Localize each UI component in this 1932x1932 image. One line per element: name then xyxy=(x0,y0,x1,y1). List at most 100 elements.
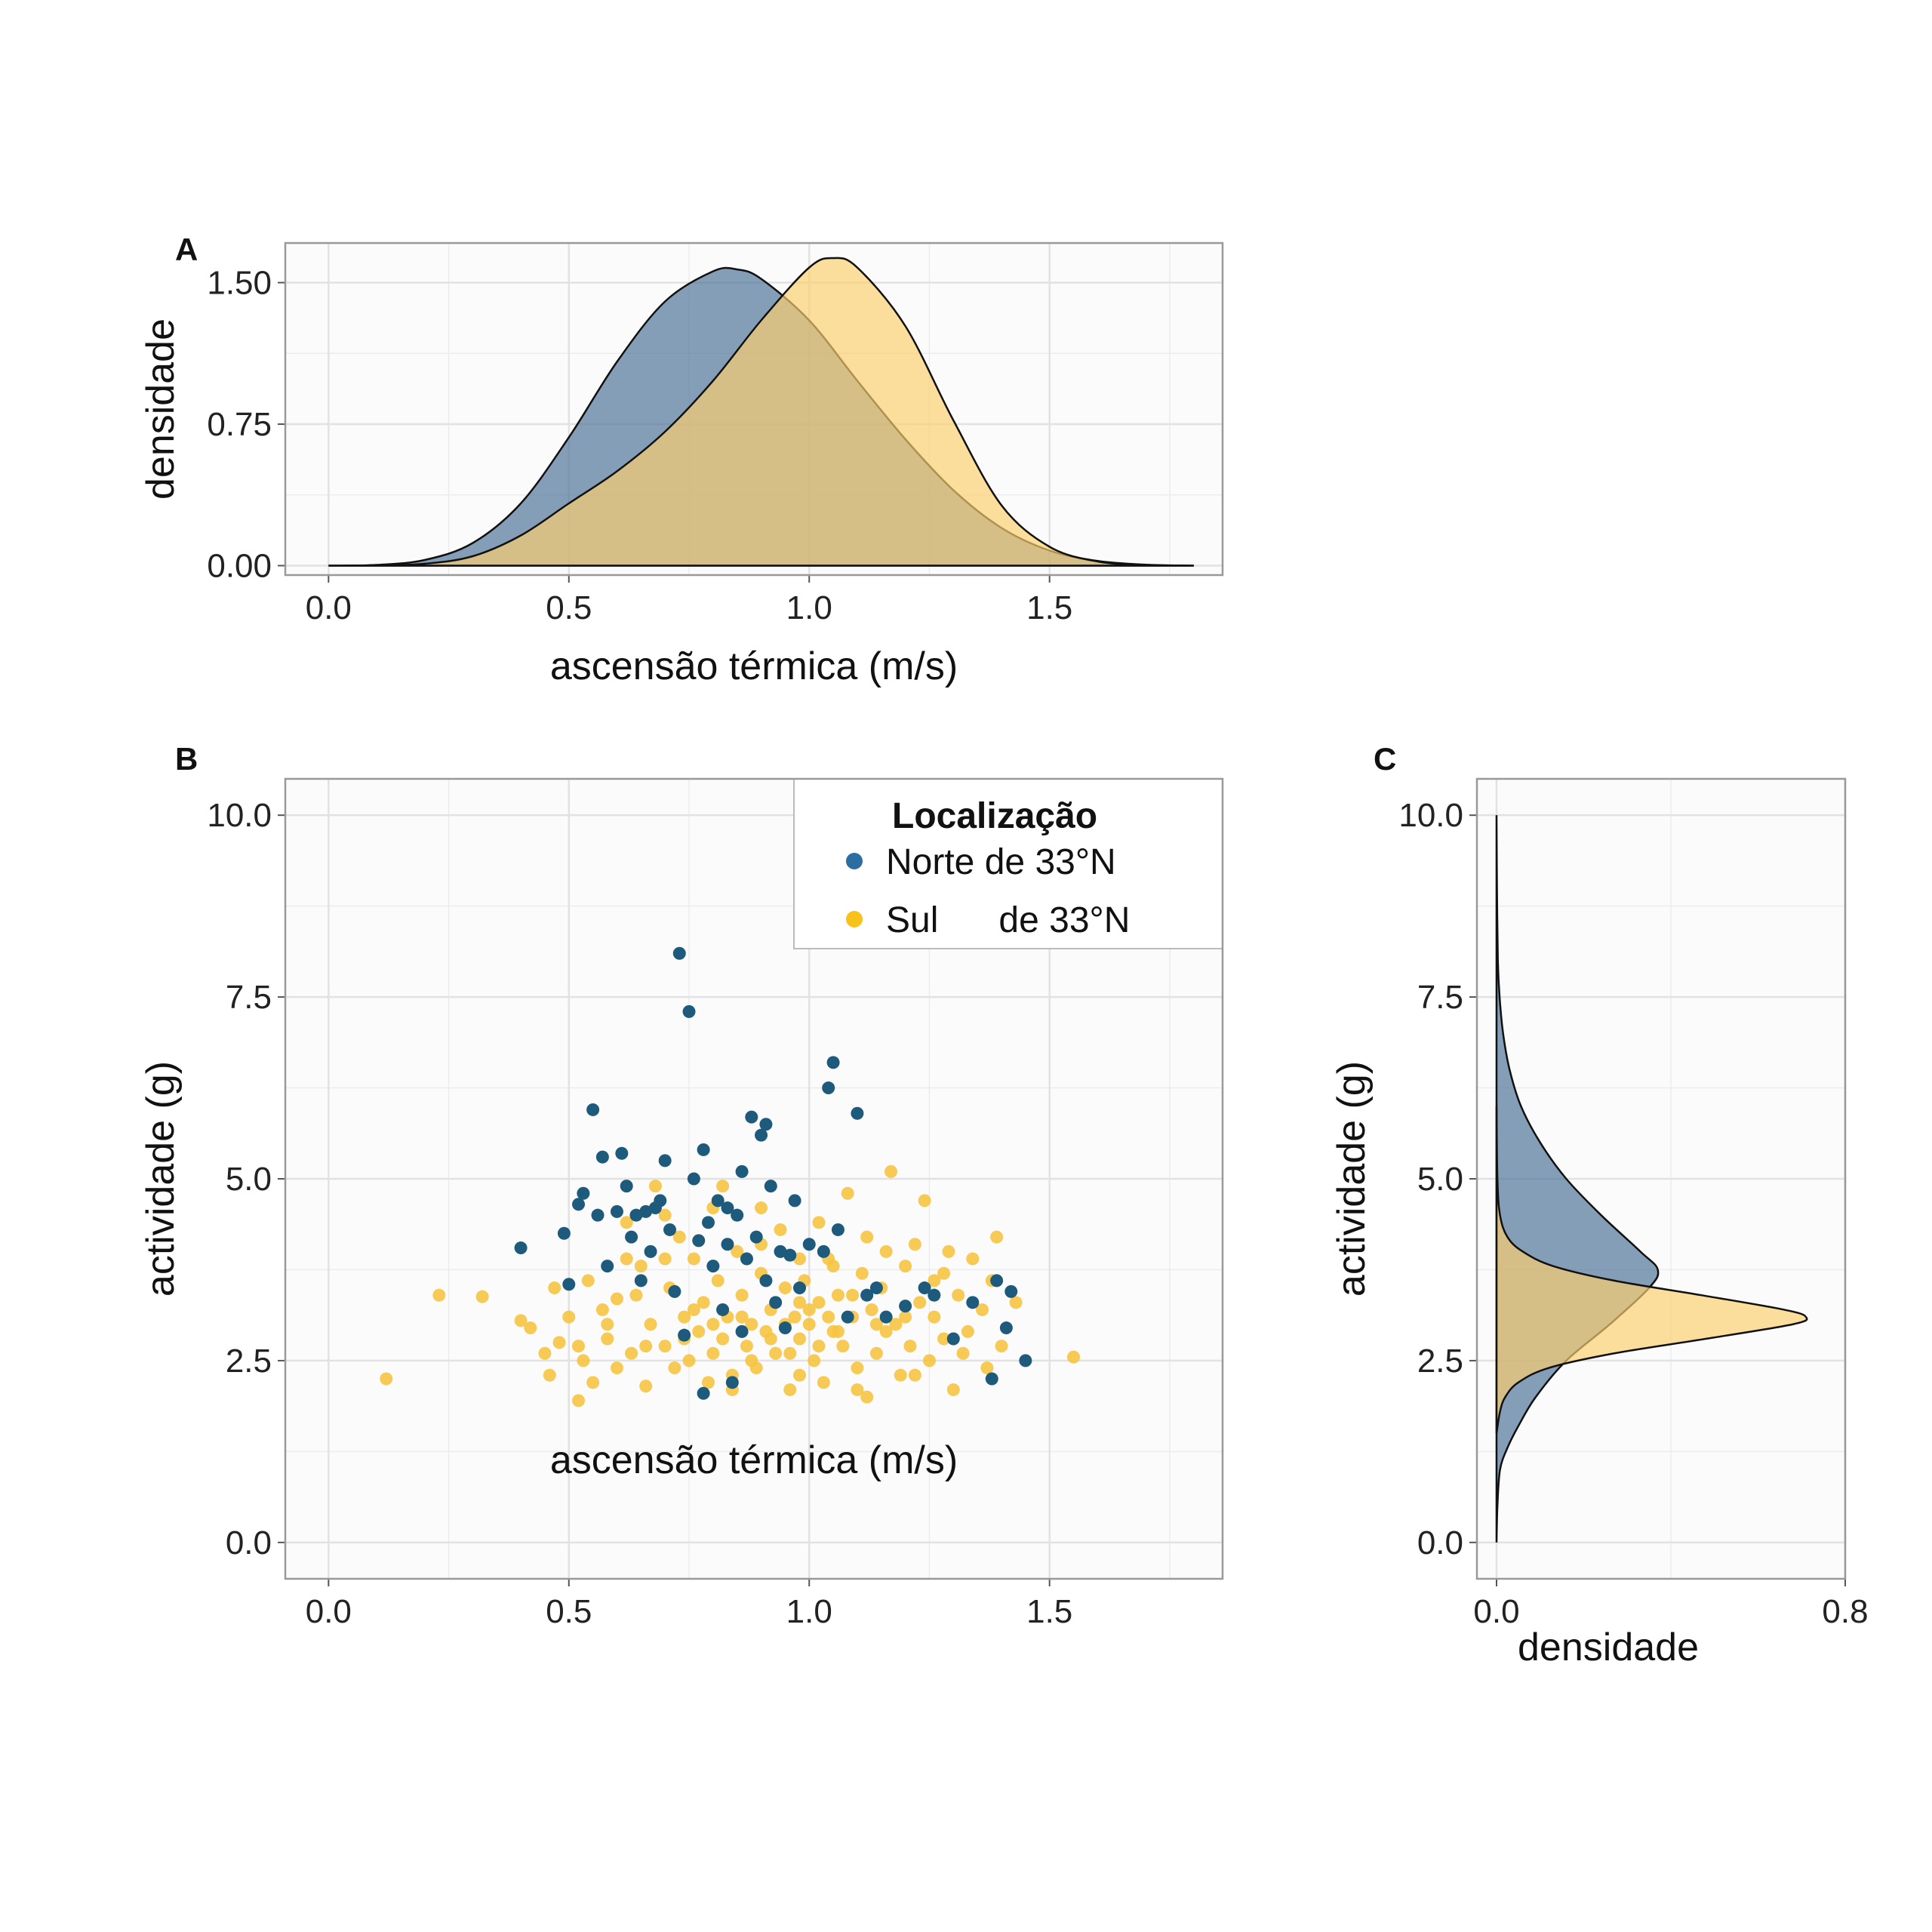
data-point-south xyxy=(610,1361,623,1375)
data-point-north xyxy=(869,1281,883,1295)
data-point-south xyxy=(995,1340,1008,1353)
y-tick-label: 0.75 xyxy=(207,406,272,443)
panel-a: 0.0 0.5 1.0 1.5 0.00 0.75 1.50 ascensão térmica… xyxy=(139,232,1224,688)
data-point-north xyxy=(769,1296,783,1309)
data-point-south xyxy=(706,1318,720,1331)
data-point-south xyxy=(942,1244,955,1258)
data-point-north xyxy=(725,1376,739,1389)
data-point-south xyxy=(1009,1296,1023,1309)
data-point-north xyxy=(692,1234,706,1247)
data-point-south xyxy=(831,1288,844,1302)
data-point-south xyxy=(701,1376,715,1389)
data-point-north xyxy=(658,1154,672,1168)
y-tick-label: 7.5 xyxy=(226,979,272,1016)
legend-box xyxy=(793,778,1223,949)
x-tick-label: 0.0 xyxy=(306,589,352,626)
data-point-south xyxy=(740,1340,753,1353)
y-tick-label: 2.5 xyxy=(226,1343,272,1380)
data-point-south xyxy=(543,1368,556,1382)
data-point-north xyxy=(783,1248,797,1262)
data-point-south xyxy=(648,1180,662,1193)
data-point-south xyxy=(908,1368,921,1382)
data-point-south xyxy=(808,1354,821,1367)
data-point-south xyxy=(879,1324,893,1338)
data-point-north xyxy=(802,1238,816,1251)
data-point-south xyxy=(1067,1350,1081,1364)
data-point-south xyxy=(869,1346,883,1360)
data-point-south xyxy=(937,1332,951,1346)
data-point-south xyxy=(889,1318,903,1331)
panel-letter: C xyxy=(1374,741,1396,777)
data-point-north xyxy=(759,1274,773,1287)
y-axis-title: densidade xyxy=(139,318,183,500)
data-point-south xyxy=(629,1288,643,1302)
data-point-north xyxy=(678,1328,691,1342)
data-point-south xyxy=(572,1340,586,1353)
panel-letter: A xyxy=(175,232,198,267)
data-point-north xyxy=(697,1143,710,1156)
data-point-north xyxy=(721,1238,734,1251)
data-point-north xyxy=(572,1198,586,1211)
data-point-north xyxy=(999,1321,1013,1335)
data-point-north xyxy=(851,1106,864,1120)
data-point-north xyxy=(778,1321,792,1335)
x-tick-label: 1.5 xyxy=(1026,589,1072,626)
legend-label-north: Norte de 33°N xyxy=(886,842,1116,882)
data-point-north xyxy=(514,1241,528,1255)
data-point-north xyxy=(577,1186,590,1200)
data-point-north xyxy=(682,1004,696,1018)
panel-c: 0.0 0.8 0.0 2.5 5.0 7.5 10.0 densidade actividad… xyxy=(1330,741,1869,1669)
data-point-south xyxy=(769,1346,783,1360)
data-point-north xyxy=(749,1230,763,1244)
data-point-south xyxy=(869,1318,883,1331)
data-point-north xyxy=(841,1310,854,1324)
data-point-south xyxy=(514,1314,528,1327)
data-point-north xyxy=(826,1056,840,1069)
data-point-south xyxy=(793,1332,807,1346)
data-point-south xyxy=(620,1216,633,1229)
x-tick-label: 0.5 xyxy=(546,589,592,626)
legend-label-south: Sul de 33°N xyxy=(886,900,1130,940)
plot-frame xyxy=(284,777,1224,1580)
y-tick-label: 0.00 xyxy=(207,548,272,585)
data-point-north xyxy=(745,1110,758,1124)
panel-b: 0.0 0.5 1.0 1.5 0.0 2.5 5.0 7.5 10.0 Localização N… xyxy=(139,741,1224,1630)
data-point-south xyxy=(851,1361,864,1375)
data-point-south xyxy=(625,1346,638,1360)
data-point-south xyxy=(980,1361,994,1375)
data-point-north xyxy=(639,1204,653,1218)
data-point-south xyxy=(928,1274,941,1287)
data-point-south xyxy=(860,1390,874,1404)
data-point-north xyxy=(706,1260,720,1273)
y-tick-label: 10.0 xyxy=(207,797,272,834)
data-point-north xyxy=(985,1372,998,1386)
data-point-north xyxy=(557,1226,571,1240)
data-point-north xyxy=(966,1296,980,1309)
data-point-south xyxy=(778,1281,792,1295)
data-point-north xyxy=(774,1244,787,1258)
data-point-south xyxy=(658,1208,672,1222)
data-point-south xyxy=(812,1296,826,1309)
x-axis-title: ascensão térmica (m/s) xyxy=(550,1438,958,1482)
data-point-south xyxy=(687,1303,700,1316)
data-point-north xyxy=(860,1288,874,1302)
data-point-south xyxy=(548,1281,561,1295)
data-point-south xyxy=(601,1332,614,1346)
data-point-south xyxy=(855,1266,869,1280)
data-point-north xyxy=(831,1223,844,1236)
data-point-south xyxy=(822,1310,835,1324)
x-tick-label: 0.8 xyxy=(1822,1593,1868,1630)
plot-frame xyxy=(284,242,1224,577)
data-point-south xyxy=(899,1310,912,1324)
data-point-south xyxy=(946,1383,960,1396)
data-point-south xyxy=(639,1340,653,1353)
data-point-south xyxy=(697,1296,710,1309)
y-tick-label: 2.5 xyxy=(1417,1343,1463,1380)
x-axis-title: ascensão térmica (m/s) xyxy=(550,645,958,688)
data-point-south xyxy=(990,1230,1004,1244)
data-point-south xyxy=(601,1318,614,1331)
data-point-north xyxy=(716,1303,730,1316)
data-point-south xyxy=(826,1260,840,1273)
data-point-south xyxy=(706,1346,720,1360)
data-point-south xyxy=(928,1310,941,1324)
